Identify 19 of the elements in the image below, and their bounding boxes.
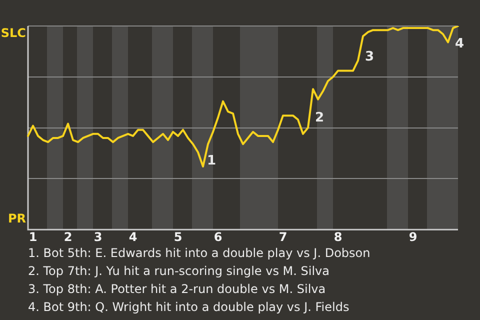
text: 4. Bot 9th: Q. Wright hit into a double play vs J. Fields	[28, 299, 350, 316]
text: 2. Top 7th: J. Yu hit a run-scoring single vs M. Silva	[28, 263, 330, 280]
x-tick-label: 5	[174, 230, 182, 244]
annotation: 4	[455, 36, 464, 52]
text: 1. Bot 5th: E. Edwards hit into a double play vs J. Dobson	[28, 245, 372, 262]
annotation: 3	[365, 49, 374, 64]
text: SLC	[0, 26, 26, 40]
x-tick-label: 2	[64, 230, 72, 244]
text: PR	[8, 212, 26, 226]
x-tick-label: 3	[94, 230, 102, 244]
annotation: 2	[315, 110, 324, 126]
text: 3. Top 8th: A. Potter hit a 2-run double vs M. Silva	[28, 281, 327, 298]
x-tick-label: 6	[214, 230, 222, 244]
x-tick-label: 9	[408, 230, 418, 244]
x-tick-label: 8	[334, 230, 342, 244]
x-tick-label: 4	[128, 230, 138, 244]
x-tick-label: 1	[28, 230, 38, 244]
annotation: 1	[207, 153, 216, 168]
x-tick-label: 7	[278, 230, 288, 244]
